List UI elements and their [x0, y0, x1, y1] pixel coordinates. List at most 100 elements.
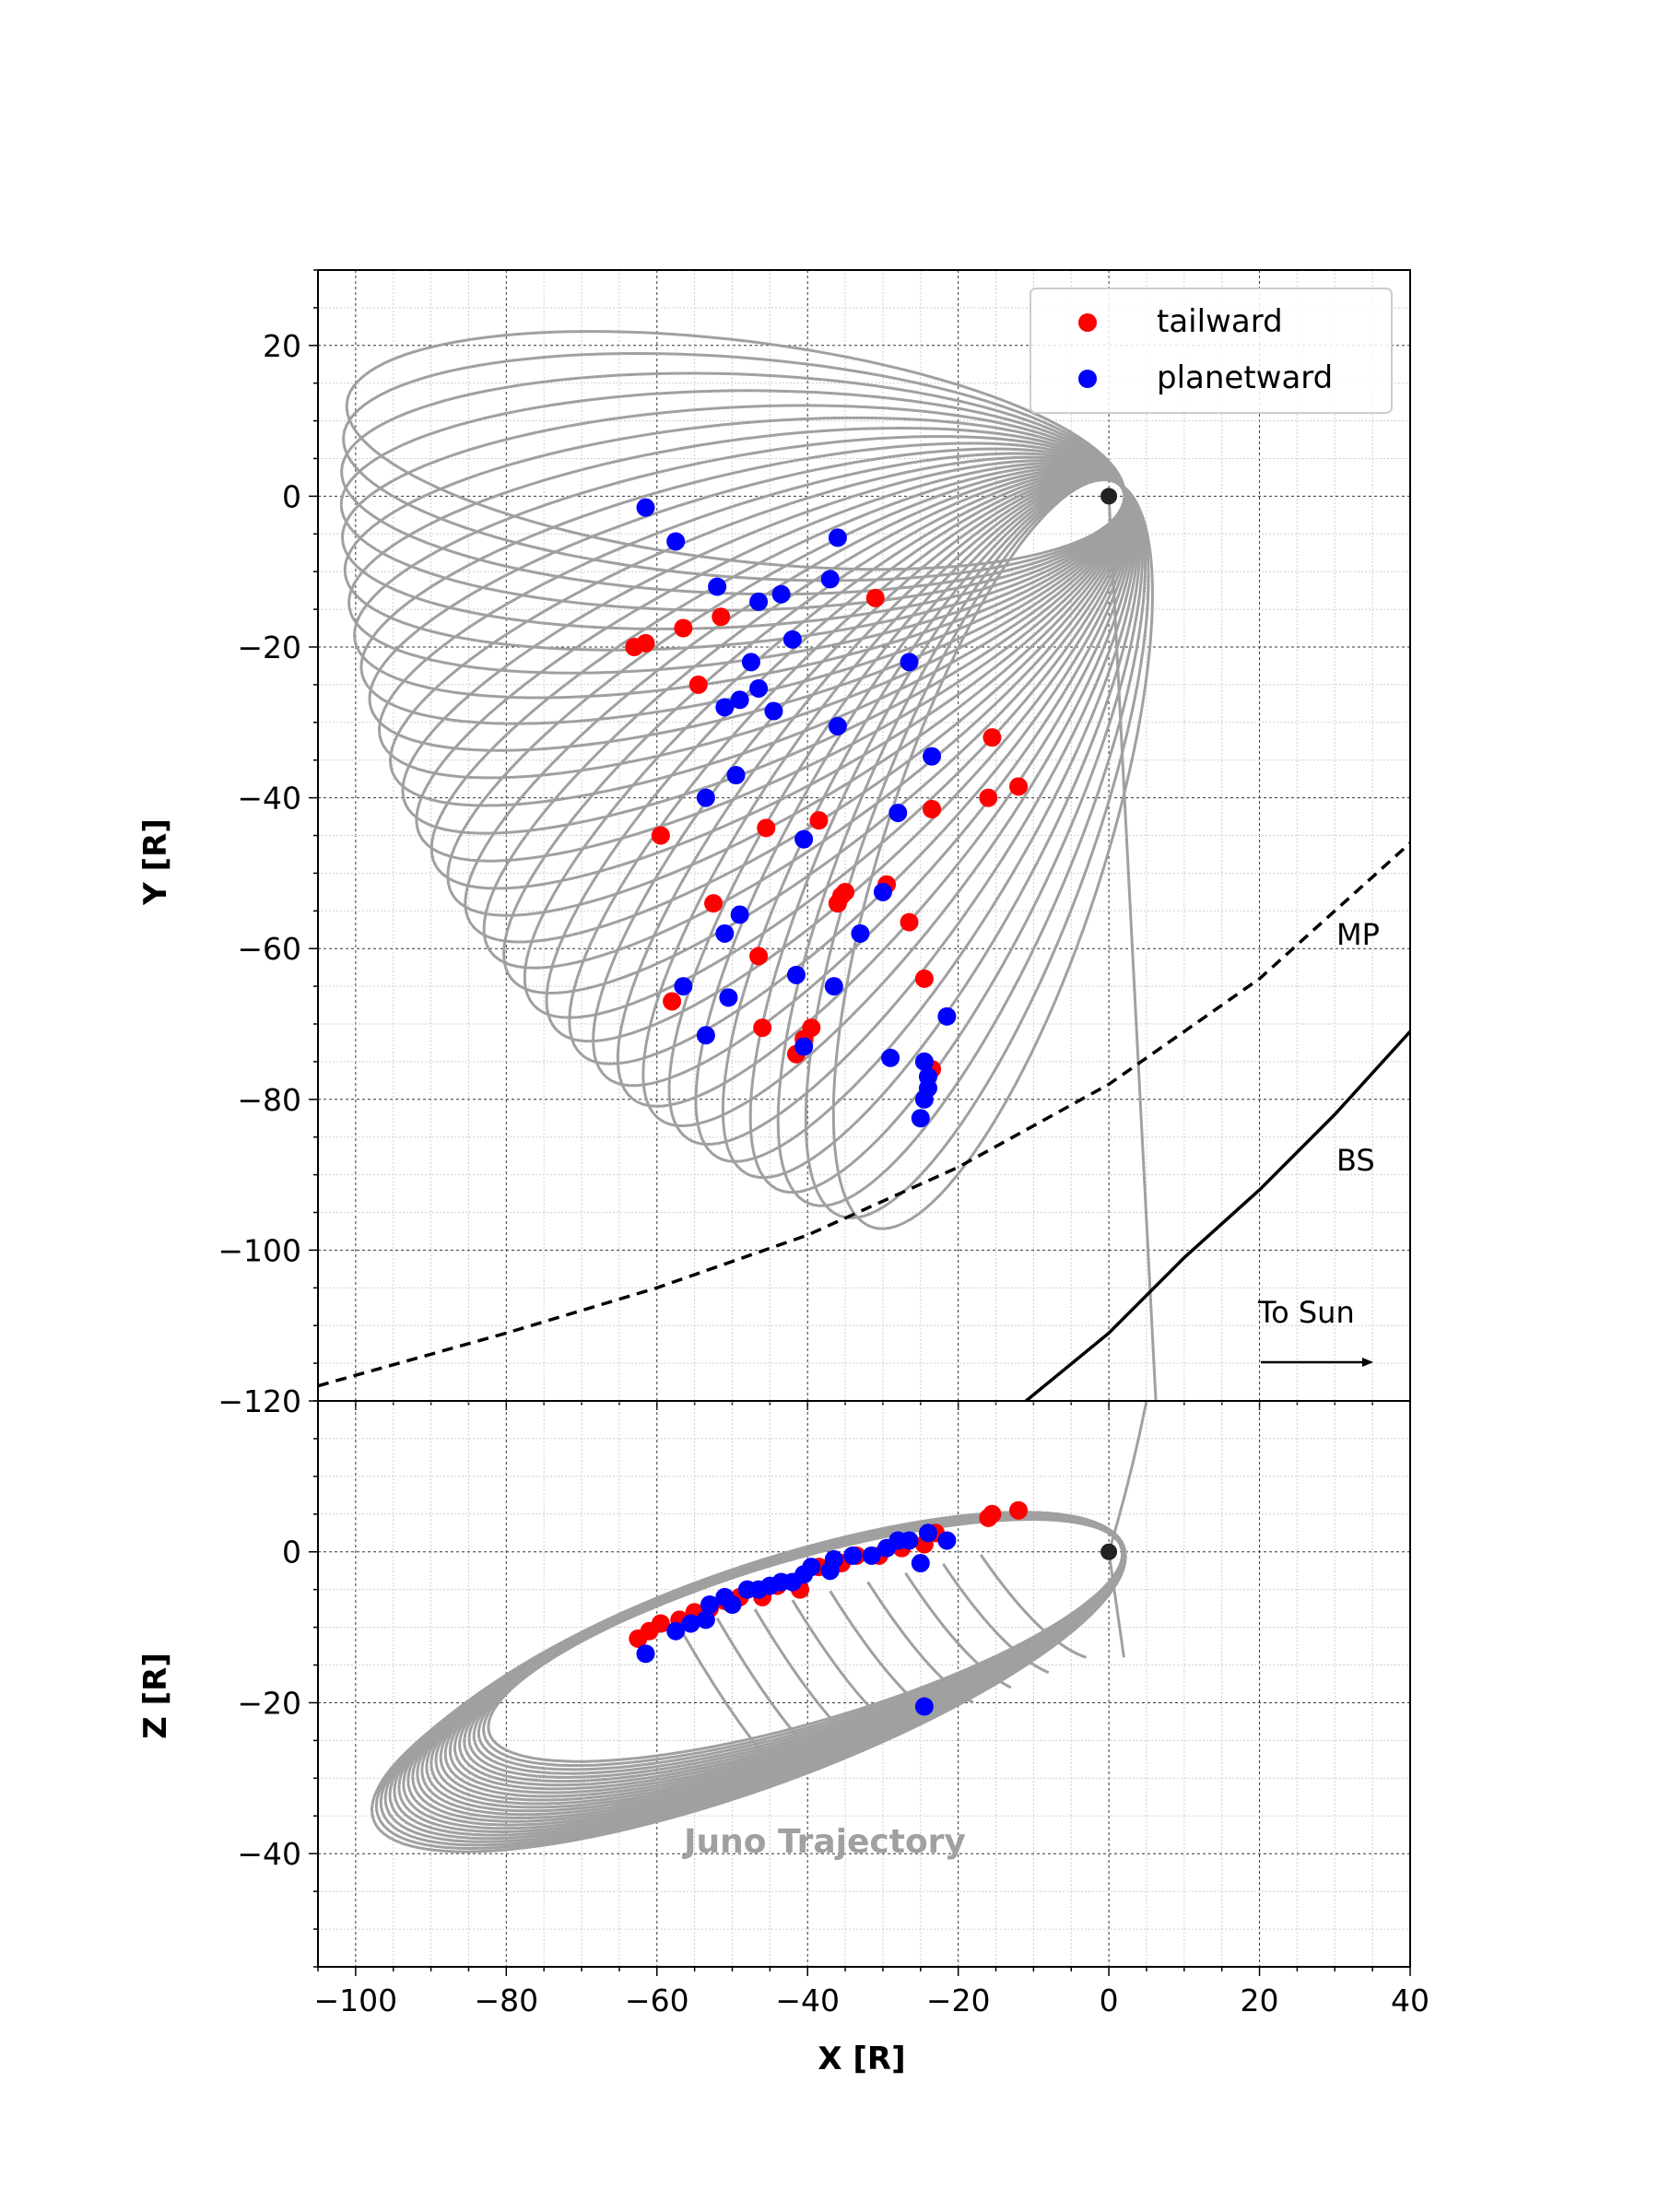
point-planetward: [911, 1554, 930, 1573]
trajectory-orbit: [487, 1518, 1124, 1763]
point-planetward: [914, 1697, 934, 1716]
bottom-trajectory: [370, 1401, 1148, 1853]
point-planetward: [708, 577, 727, 596]
x-tick-label: 20: [1241, 1983, 1279, 2018]
point-planetward: [749, 678, 769, 698]
trajectory-orbit: [866, 1581, 974, 1704]
x-tick-label: −100: [314, 1983, 398, 2018]
trajectory-orbit: [482, 469, 1130, 970]
bottom-axes-frame: [317, 1400, 1411, 1968]
y-tick-label: −40: [237, 781, 301, 817]
point-tailward: [651, 1614, 670, 1633]
point-planetward: [824, 1549, 843, 1569]
trajectory-approach: [1107, 496, 1158, 1401]
point-tailward: [704, 894, 724, 913]
x-tick-label: 0: [1100, 1983, 1119, 2018]
point-planetward: [824, 977, 843, 996]
bs-label: BS: [1336, 1143, 1375, 1178]
point-tailward: [828, 894, 847, 913]
point-planetward: [786, 965, 806, 984]
bottom-points: [629, 1500, 1029, 1716]
trajectory-approach: [1107, 1401, 1148, 1553]
x-tick-label: −60: [625, 1983, 689, 2018]
trajectory-orbit: [464, 467, 1129, 944]
point-planetward: [696, 1026, 715, 1045]
point-planetward: [900, 653, 919, 672]
legend: tailward planetward: [1030, 288, 1393, 414]
point-tailward: [1009, 1500, 1029, 1520]
point-planetward: [794, 830, 814, 849]
point-planetward: [681, 1614, 700, 1633]
x-tick-label: −40: [775, 1983, 840, 2018]
point-planetward: [715, 924, 735, 943]
point-planetward: [862, 1546, 881, 1565]
y-tick-label: −20: [237, 629, 301, 665]
top-trajectory: [339, 330, 1158, 1401]
bottom-ylabel: Z [R]: [137, 1653, 174, 1739]
point-planetward: [723, 1595, 742, 1615]
point-planetward: [771, 584, 791, 604]
point-tailward: [636, 633, 655, 653]
point-planetward: [636, 1644, 655, 1664]
point-planetward: [911, 1109, 930, 1128]
y-tick-label: −100: [218, 1232, 301, 1268]
bottom-grid: [317, 1400, 1411, 1968]
top-panel: 20 0 −20 −40 −60 −80 −100 −120 Y [R] MP BS To S…: [137, 269, 1411, 1419]
point-planetward: [914, 1052, 934, 1071]
legend-label-planetward: planetward: [1157, 359, 1333, 396]
trajectory-approach: [1107, 1551, 1125, 1658]
legend-marker-tailward: [1078, 313, 1097, 332]
mp-label: MP: [1336, 917, 1380, 952]
point-planetward: [764, 701, 783, 721]
point-planetward: [820, 570, 840, 589]
trajectory-orbit: [359, 441, 1127, 725]
top-ylabel: Y [R]: [137, 818, 174, 906]
point-planetward: [749, 592, 769, 611]
y-tick-label: −120: [218, 1383, 301, 1419]
legend-label-tailward: tailward: [1157, 303, 1283, 340]
point-planetward: [851, 924, 870, 943]
bow-shock-curve: [1025, 1030, 1410, 1401]
point-planetward: [730, 690, 749, 710]
juno-trajectory-watermark: Juno Trajectory: [681, 1823, 966, 1861]
point-tailward: [982, 1504, 1002, 1524]
point-tailward: [749, 947, 769, 966]
trajectory-orbit: [791, 1599, 900, 1735]
point-tailward: [674, 618, 693, 638]
point-planetward: [700, 1595, 719, 1615]
point-tailward: [979, 788, 998, 807]
point-planetward: [730, 905, 749, 924]
point-tailward: [663, 992, 682, 1011]
point-planetward: [782, 629, 802, 649]
point-planetward: [794, 1037, 814, 1056]
top-boundaries: [318, 841, 1410, 1401]
point-planetward: [881, 1048, 900, 1067]
point-tailward: [809, 811, 829, 830]
point-tailward: [914, 969, 934, 988]
point-planetward: [828, 716, 847, 735]
point-planetward: [914, 1089, 934, 1109]
point-planetward: [726, 766, 746, 785]
trajectory-orbit: [904, 1571, 1012, 1689]
point-tailward: [757, 818, 776, 838]
bottom-panel: Juno Trajectory 0−20−40−100 −80 −60 −40 −20 0…: [137, 1400, 1430, 2077]
point-tailward: [651, 826, 670, 845]
x-tick-label: −80: [474, 1983, 538, 2018]
point-planetward: [696, 788, 715, 807]
legend-marker-planetward: [1078, 370, 1097, 388]
point-tailward: [1009, 777, 1029, 796]
top-ticks: 20 0 −20 −40 −60 −80 −100 −120: [218, 269, 1411, 1419]
point-planetward: [828, 528, 847, 547]
trajectory-orbit: [753, 1608, 862, 1749]
point-planetward: [715, 698, 735, 717]
y-tick-label: −40: [237, 1836, 301, 1872]
point-planetward: [843, 1546, 863, 1565]
y-tick-label: −80: [237, 1082, 301, 1118]
bottom-xlabel: X [R]: [818, 2041, 905, 2077]
trajectory-orbit: [677, 1626, 786, 1780]
point-tailward: [753, 1018, 772, 1038]
y-tick-label: −60: [237, 931, 301, 967]
point-planetward: [888, 803, 908, 822]
point-planetward: [937, 1006, 957, 1026]
